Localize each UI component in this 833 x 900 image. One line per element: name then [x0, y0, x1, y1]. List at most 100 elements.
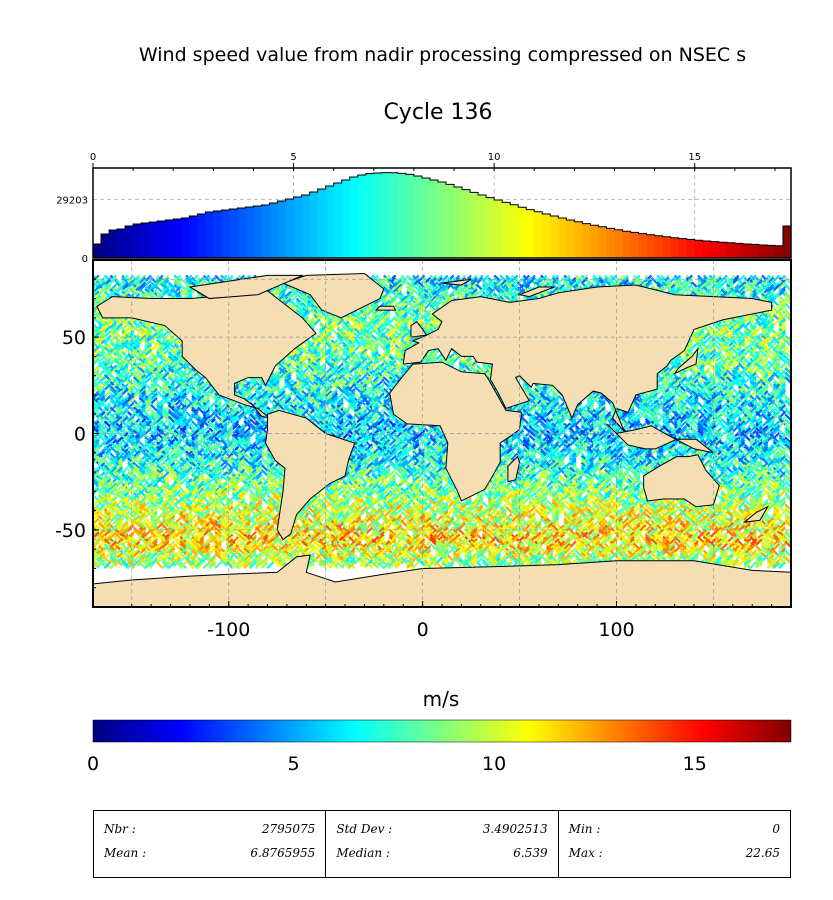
wind-track — [632, 274, 641, 283]
histogram-bar — [542, 214, 551, 258]
histogram-bar — [117, 229, 126, 258]
wind-track — [731, 283, 740, 292]
histogram-bar — [462, 189, 471, 258]
wind-track — [702, 286, 711, 294]
wind-track — [685, 274, 693, 283]
wind-track — [289, 302, 298, 310]
wind-track — [644, 279, 653, 287]
wind-track — [429, 297, 437, 306]
cycle-title: Cycle 136 — [383, 100, 493, 125]
wind-track — [97, 276, 106, 285]
wind-track — [307, 300, 315, 308]
histogram-bar — [325, 186, 334, 258]
histogram-bar — [421, 178, 431, 258]
wind-track — [772, 290, 781, 299]
wind-track — [766, 293, 775, 301]
wind-track — [417, 283, 426, 292]
wind-track — [185, 276, 193, 285]
histogram-bar — [662, 236, 671, 258]
wind-track — [103, 276, 112, 285]
histogram-bar — [782, 226, 792, 258]
wind-track — [545, 279, 554, 287]
wind-track — [307, 297, 315, 306]
wind-track — [301, 290, 310, 299]
wind-track — [97, 288, 106, 297]
wind-track — [772, 307, 781, 315]
wind-track — [516, 281, 525, 290]
wind-track — [644, 274, 653, 283]
wind-track — [423, 283, 432, 292]
wind-track — [185, 283, 193, 292]
wind-track — [283, 295, 292, 304]
wind-track — [766, 279, 775, 287]
wind-track — [289, 300, 298, 308]
wind-track — [371, 304, 379, 313]
wind-track — [313, 309, 321, 317]
wind-track — [382, 309, 391, 317]
wind-track — [406, 313, 414, 322]
wind-track — [109, 288, 118, 297]
wind-track — [778, 288, 786, 297]
wind-track — [150, 281, 158, 290]
histogram-bar — [638, 233, 647, 258]
wind-track — [371, 313, 379, 322]
histogram-bar — [446, 184, 455, 258]
wind-track — [685, 283, 693, 292]
hist-y-tick-label: 0 — [82, 254, 88, 265]
wind-track — [307, 307, 315, 315]
wind-track — [97, 293, 106, 301]
wind-track — [743, 276, 752, 285]
wind-track — [487, 279, 496, 287]
wind-track — [685, 276, 693, 285]
wind-track — [604, 274, 612, 283]
wind-track — [132, 276, 141, 285]
wind-track — [417, 311, 426, 320]
wind-track — [539, 279, 548, 287]
wind-track — [603, 276, 612, 285]
histogram-bar — [109, 230, 118, 258]
wind-track — [737, 281, 746, 290]
wind-track — [377, 281, 385, 290]
wind-track — [708, 274, 717, 283]
histogram-bar — [213, 211, 222, 258]
wind-track — [412, 283, 420, 292]
wind-track — [278, 293, 286, 301]
wind-track — [452, 286, 461, 294]
wind-track — [685, 286, 694, 294]
histogram-bar — [141, 223, 150, 258]
histogram-bar — [189, 216, 198, 258]
wind-track — [400, 302, 408, 310]
wind-track — [551, 276, 560, 285]
wind-track — [510, 276, 519, 285]
wind-track — [708, 279, 717, 287]
wind-track — [394, 290, 403, 299]
wind-track — [278, 286, 286, 294]
wind-track — [510, 274, 519, 283]
wind-track — [737, 290, 746, 299]
wind-track — [406, 307, 414, 315]
wind-track — [691, 288, 699, 297]
wind-track — [144, 274, 152, 283]
wind-track — [365, 307, 373, 315]
wind-track — [772, 293, 781, 301]
wind-track — [702, 276, 711, 285]
wind-track — [208, 276, 216, 285]
wind-track — [435, 279, 443, 287]
wind-track — [103, 283, 112, 292]
wind-track — [97, 281, 106, 290]
wind-track — [551, 274, 560, 283]
histogram-bar — [614, 229, 623, 258]
wind-track — [481, 283, 490, 292]
histogram-bar — [518, 207, 527, 258]
wind-track — [156, 279, 164, 287]
wind-track — [382, 311, 391, 320]
wind-track — [696, 281, 705, 290]
wind-track — [289, 304, 298, 313]
histogram-bar — [101, 234, 110, 258]
wind-track — [755, 286, 763, 294]
wind-track — [673, 283, 682, 292]
wind-track — [318, 311, 327, 320]
wind-track — [720, 288, 728, 297]
wind-track — [760, 283, 769, 292]
wind-track — [761, 281, 769, 290]
